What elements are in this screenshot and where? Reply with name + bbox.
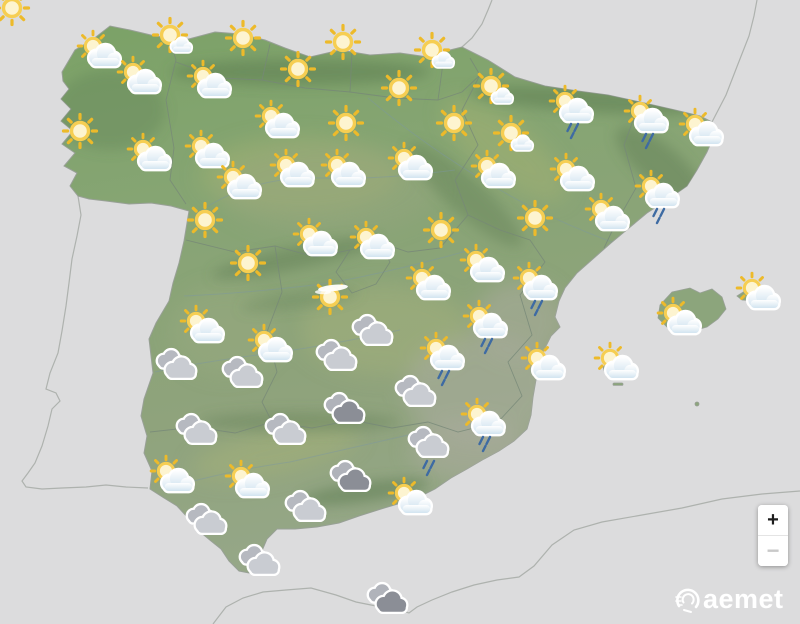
africa-coastline xyxy=(212,490,800,624)
zoom-control-divider xyxy=(758,535,788,536)
weather-icon-sun xyxy=(435,104,473,142)
france-atlantic-coastline xyxy=(461,0,493,48)
weather-icon-sun xyxy=(186,201,224,239)
weather-icon-sun xyxy=(327,104,365,142)
weather-icon-sun xyxy=(229,244,267,282)
zoom-control: + − xyxy=(758,505,788,566)
cabrera-island xyxy=(694,401,700,407)
weather-icon-sun xyxy=(516,199,554,237)
weather-icon-sun xyxy=(224,19,262,57)
weather-icon-sun xyxy=(380,69,418,107)
neighbour-coastlines xyxy=(21,0,800,624)
weather-icon-sun xyxy=(324,23,362,61)
weather-icon-sun xyxy=(422,211,460,249)
france-mediterranean-coastline xyxy=(711,0,758,123)
weather-icon-sun xyxy=(279,50,317,88)
weather-icon-sun xyxy=(61,112,99,150)
weather-icon-sun-haze xyxy=(314,281,349,314)
portugal-coastline xyxy=(21,195,149,490)
zoom-out-button[interactable]: − xyxy=(758,536,788,566)
zoom-in-button[interactable]: + xyxy=(758,505,788,535)
formentera-island xyxy=(612,382,624,386)
